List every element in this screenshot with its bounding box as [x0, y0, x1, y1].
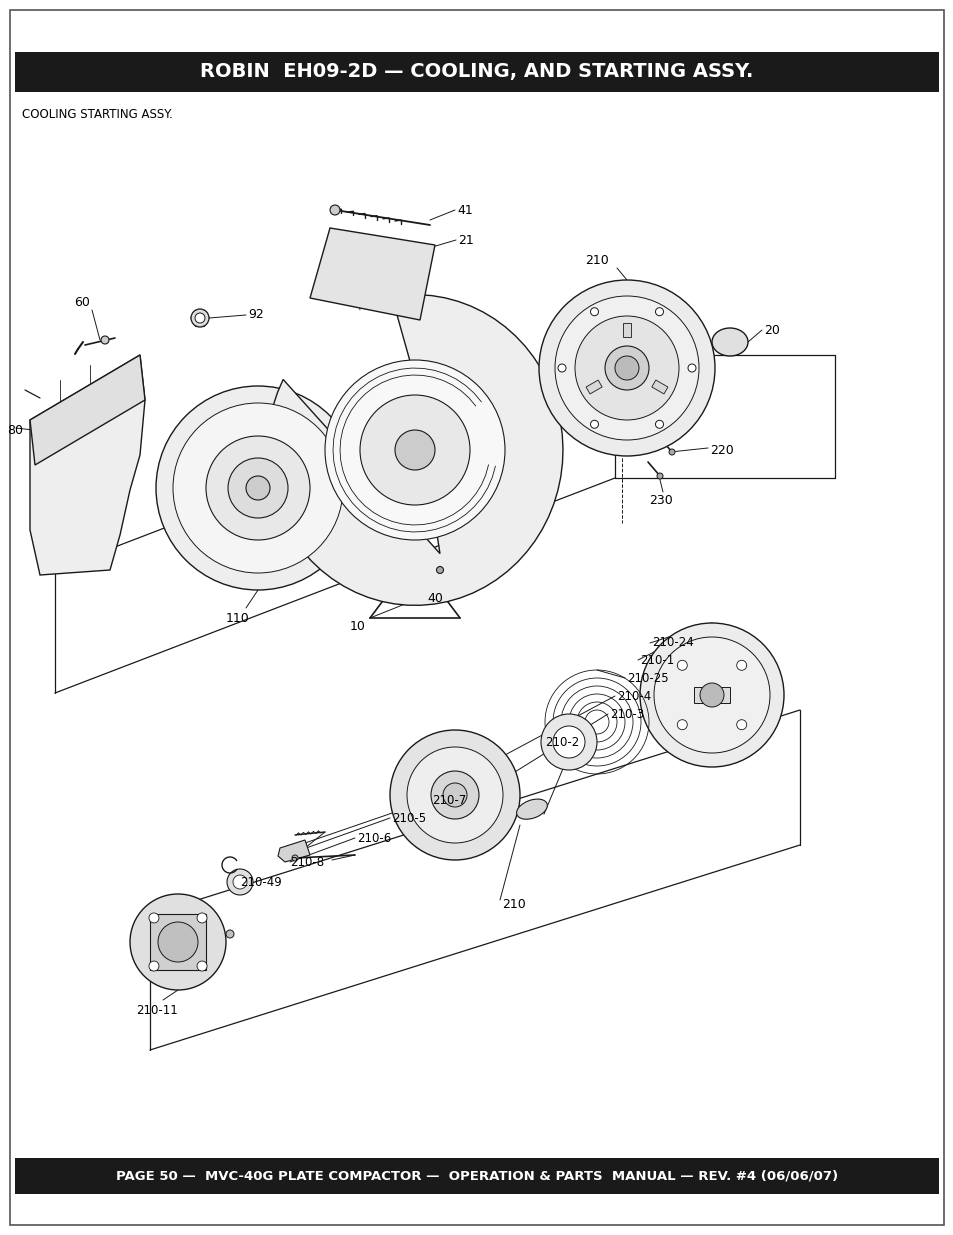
Circle shape: [639, 622, 783, 767]
Circle shape: [292, 855, 297, 861]
Bar: [585, 380, 601, 394]
Text: 210-6: 210-6: [356, 831, 391, 845]
Circle shape: [194, 312, 205, 324]
Bar: [15, 1158, 938, 1194]
Circle shape: [555, 296, 699, 440]
Circle shape: [540, 714, 597, 769]
Polygon shape: [267, 295, 562, 605]
Text: 210: 210: [501, 899, 525, 911]
Text: 210-11: 210-11: [136, 1004, 177, 1016]
Circle shape: [158, 923, 198, 962]
Text: 220: 220: [709, 443, 733, 457]
Text: 210-1: 210-1: [639, 653, 674, 667]
Text: 210-24: 210-24: [651, 636, 693, 650]
Bar: [622, 324, 630, 337]
Polygon shape: [277, 840, 310, 862]
Circle shape: [206, 436, 310, 540]
Circle shape: [590, 420, 598, 429]
Circle shape: [172, 403, 343, 573]
Circle shape: [604, 346, 648, 390]
Polygon shape: [30, 354, 145, 576]
Text: 210-4: 210-4: [617, 689, 651, 703]
Circle shape: [395, 430, 435, 471]
Circle shape: [390, 730, 519, 860]
Circle shape: [668, 450, 675, 454]
Circle shape: [149, 913, 159, 923]
Circle shape: [431, 771, 478, 819]
Text: 210-2: 210-2: [544, 736, 578, 748]
Text: 20: 20: [763, 324, 779, 336]
Ellipse shape: [711, 329, 747, 356]
Circle shape: [615, 356, 639, 380]
Circle shape: [677, 720, 686, 730]
Text: COOLING STARTING ASSY.: COOLING STARTING ASSY.: [22, 107, 172, 121]
Circle shape: [700, 683, 723, 706]
Text: PAGE 50 —  MVC-40G PLATE COMPACTOR —  OPERATION & PARTS  MANUAL — REV. #4 (06/06: PAGE 50 — MVC-40G PLATE COMPACTOR — OPER…: [116, 1170, 837, 1182]
Circle shape: [191, 309, 209, 327]
Circle shape: [330, 205, 339, 215]
Circle shape: [130, 894, 226, 990]
Circle shape: [226, 930, 233, 939]
Polygon shape: [30, 354, 145, 466]
Circle shape: [538, 280, 714, 456]
Text: 60: 60: [74, 295, 90, 309]
Text: 40: 40: [427, 592, 442, 604]
Circle shape: [655, 420, 662, 429]
Circle shape: [227, 869, 253, 895]
Text: 21: 21: [457, 233, 474, 247]
Circle shape: [687, 364, 696, 372]
Text: 210-25: 210-25: [626, 672, 668, 684]
Circle shape: [325, 359, 504, 540]
Circle shape: [246, 475, 270, 500]
Circle shape: [407, 747, 502, 844]
Text: 92: 92: [248, 309, 263, 321]
Circle shape: [233, 876, 247, 889]
Circle shape: [359, 395, 470, 505]
Text: 210-8: 210-8: [290, 856, 324, 868]
Bar: [150, 914, 206, 969]
Text: 10: 10: [350, 620, 366, 632]
Circle shape: [575, 316, 679, 420]
Text: ROBIN  EH09-2D — COOLING, AND STARTING ASSY.: ROBIN EH09-2D — COOLING, AND STARTING AS…: [200, 63, 753, 82]
Text: 210-5: 210-5: [392, 811, 426, 825]
Circle shape: [197, 961, 207, 971]
Text: 110: 110: [226, 611, 250, 625]
Circle shape: [655, 308, 662, 316]
Circle shape: [156, 387, 359, 590]
Ellipse shape: [517, 799, 547, 819]
Text: 210-7: 210-7: [432, 794, 466, 806]
Circle shape: [654, 637, 769, 753]
Circle shape: [736, 661, 746, 671]
Circle shape: [657, 473, 662, 479]
Bar: [15, 52, 938, 91]
Circle shape: [677, 661, 686, 671]
Circle shape: [197, 913, 207, 923]
Circle shape: [101, 336, 109, 345]
Circle shape: [558, 364, 565, 372]
Text: 210: 210: [584, 253, 608, 267]
Text: 230: 230: [648, 494, 672, 506]
Circle shape: [436, 567, 443, 573]
Bar: [693, 687, 729, 703]
Circle shape: [553, 726, 584, 758]
Circle shape: [149, 961, 159, 971]
Bar: [651, 380, 667, 394]
Text: 41: 41: [456, 204, 473, 216]
Text: 80: 80: [7, 424, 23, 436]
Circle shape: [736, 720, 746, 730]
Text: 210-3: 210-3: [609, 708, 643, 720]
Circle shape: [228, 458, 288, 517]
Circle shape: [590, 308, 598, 316]
Text: 210-49: 210-49: [240, 876, 281, 888]
Polygon shape: [310, 228, 435, 320]
Circle shape: [442, 783, 467, 806]
